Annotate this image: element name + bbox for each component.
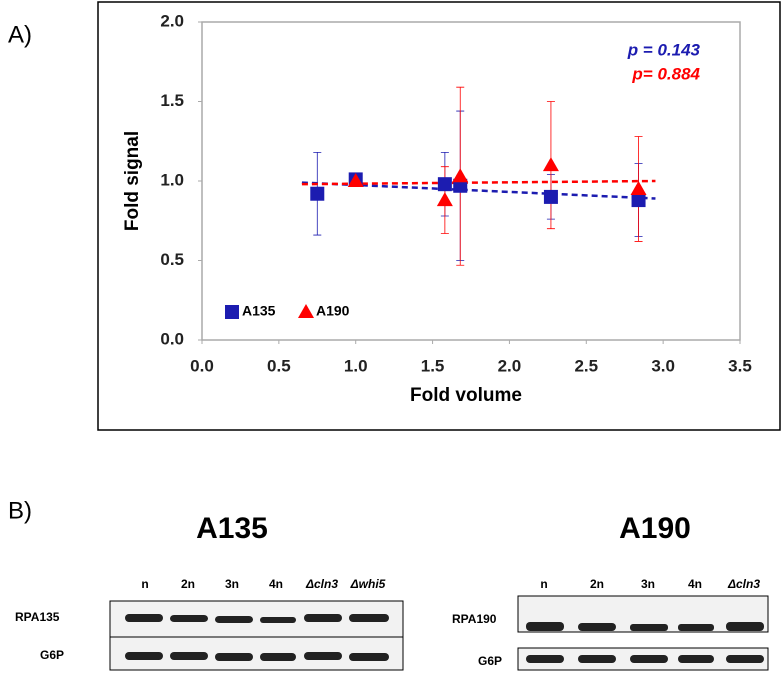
lane-label: 2n	[590, 577, 604, 591]
lane-label: 3n	[641, 577, 655, 591]
annotation: p = 0.143	[627, 40, 701, 59]
panel-label: A)	[8, 21, 32, 48]
panel-frame	[97, 1, 781, 431]
point	[542, 157, 559, 172]
point	[453, 178, 468, 193]
x-tick-label: 0.0	[190, 356, 214, 375]
panel-label: B)	[8, 497, 32, 524]
lane-label: n	[141, 577, 148, 591]
legend-marker	[225, 305, 239, 319]
lane-label: 4n	[269, 577, 283, 591]
blot-title: A135	[196, 512, 268, 545]
x-tick-label: 1.5	[421, 356, 445, 375]
trend-line	[301, 179, 656, 186]
point	[436, 192, 453, 207]
point	[631, 193, 646, 208]
point	[543, 189, 558, 204]
legend-label: A135	[242, 303, 276, 319]
lane-label: Δcln3	[305, 577, 338, 591]
point	[630, 180, 647, 195]
x-tick-label: 2.0	[498, 356, 522, 375]
x-axis-title: Fold volume	[410, 385, 522, 406]
y-tick-label: 1.5	[160, 91, 184, 110]
blot-title: A190	[619, 512, 691, 545]
x-tick-label: 3.5	[728, 356, 752, 375]
legend-label: A190	[316, 303, 350, 319]
x-tick-label: 3.0	[651, 356, 675, 375]
lane-label: 4n	[688, 577, 702, 591]
annotation: p= 0.884	[631, 64, 700, 83]
point	[452, 168, 469, 183]
lane-label: 2n	[181, 577, 195, 591]
y-tick-label: 2.0	[160, 11, 184, 30]
lane-label: 3n	[225, 577, 239, 591]
point	[347, 173, 364, 187]
x-tick-label: 0.5	[267, 356, 291, 375]
row-label: RPA190	[452, 612, 497, 626]
point	[437, 177, 452, 192]
row-label: G6P	[478, 654, 502, 668]
legend-marker	[298, 304, 314, 318]
row-label: RPA135	[15, 610, 60, 624]
y-tick-label: 0.0	[160, 329, 184, 348]
blot	[109, 600, 404, 671]
lane-label: Δcln3	[727, 577, 760, 591]
x-tick-label: 1.0	[344, 356, 368, 375]
lane-label: Δwhi5	[350, 577, 386, 591]
trend-line	[301, 181, 656, 200]
point	[310, 186, 325, 201]
y-tick-label: 0.5	[160, 250, 184, 269]
blot	[517, 595, 769, 671]
y-axis-title: Fold signal	[122, 131, 143, 231]
lane-label: n	[540, 577, 547, 591]
y-tick-label: 1.0	[160, 170, 184, 189]
x-tick-label: 2.5	[574, 356, 598, 375]
row-label: G6P	[40, 648, 64, 662]
